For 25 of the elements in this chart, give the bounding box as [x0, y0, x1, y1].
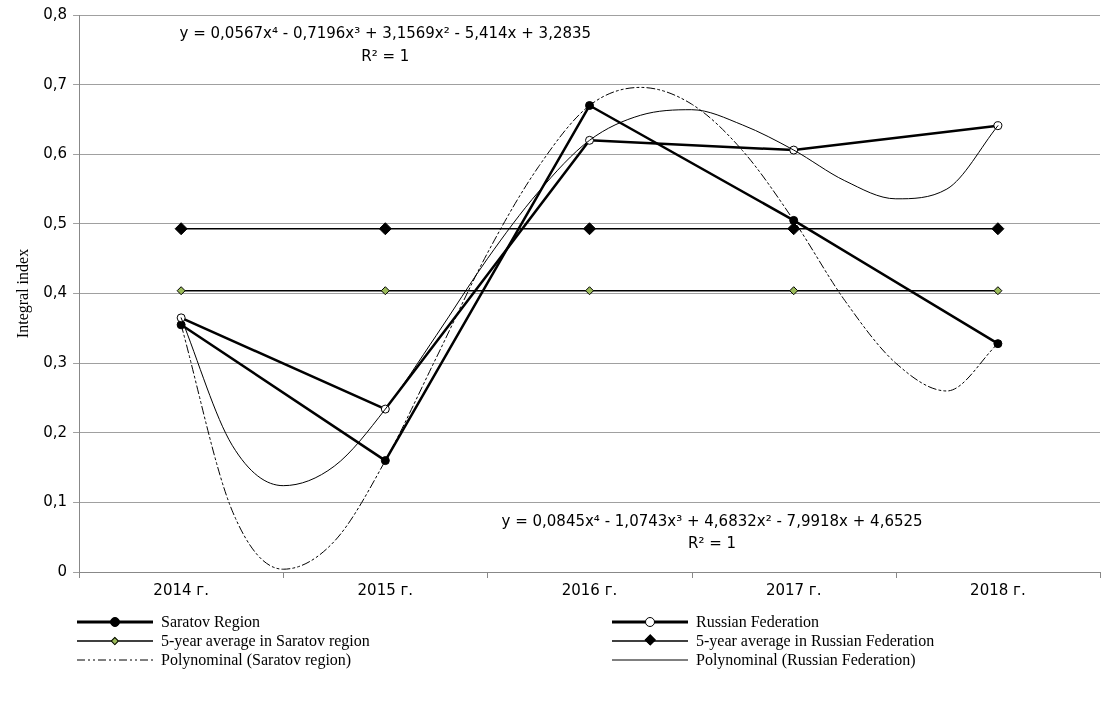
y-tick-label: 0,5 — [43, 213, 68, 232]
x-tick-label: 2015 г. — [357, 580, 414, 599]
y-axis-title: Integral index — [13, 248, 32, 339]
legend-label: Russian Federation — [696, 612, 820, 631]
y-tick-label: 0,3 — [43, 353, 68, 372]
annotation: y = 0,0567x⁴ - 0,7196x³ + 3,1569x² - 5,414x + 3,2835 — [179, 24, 592, 43]
y-tick-label: 0,1 — [43, 492, 68, 511]
x-tick-label: 2017 г. — [765, 580, 822, 599]
legend-label: Polynominal (Russian Federation) — [696, 650, 916, 669]
y-tick-label: 0,4 — [43, 283, 68, 302]
y-tick-label: 0,6 — [43, 144, 68, 163]
y-tick-label: 0 — [57, 561, 68, 580]
y-tick-label: 0,2 — [43, 422, 68, 441]
x-tick-label: 2016 г. — [561, 580, 618, 599]
annotation: R² = 1 — [687, 534, 737, 553]
x-tick-label: 2014 г. — [153, 580, 209, 599]
annotation: y = 0,0845x⁴ - 1,0743x³ + 4,6832x² - 7,9918x + 4,6525 — [501, 511, 923, 530]
x-tick-label: 2018 г. — [970, 580, 1026, 599]
legend-label: 5-year average in Saratov region — [161, 631, 370, 650]
annotation: R² = 1 — [361, 46, 410, 65]
y-tick-label: 0,7 — [43, 74, 68, 93]
y-tick-label: 0,8 — [43, 4, 68, 23]
legend-label: Polynominal (Saratov region) — [161, 650, 352, 669]
legend-label: 5-year average in Russian Federation — [696, 631, 935, 650]
legend-label: Saratov Region — [161, 612, 261, 631]
